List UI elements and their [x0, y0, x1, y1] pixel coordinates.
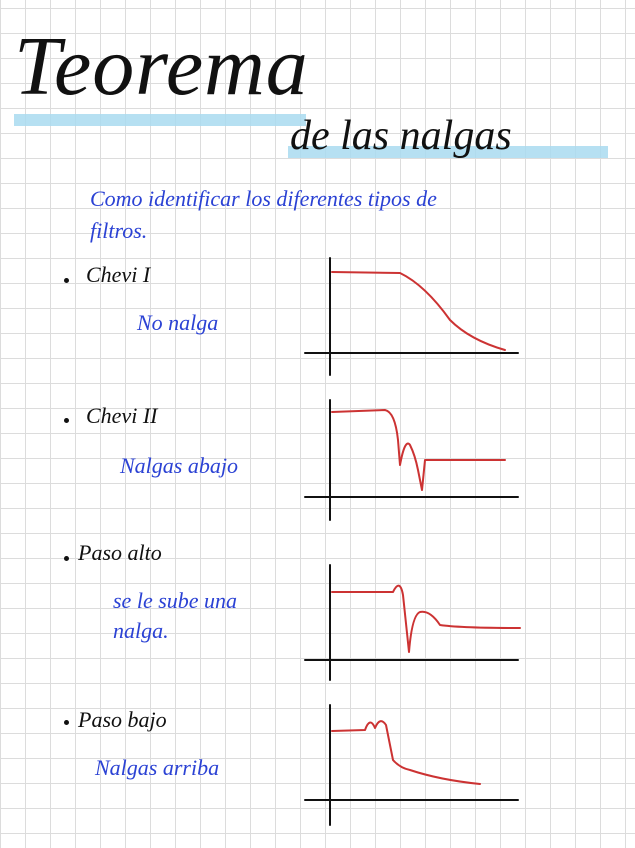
axes [304, 257, 519, 826]
axis [304, 399, 519, 521]
item-label: Chevi II [86, 403, 158, 428]
axis [304, 257, 519, 376]
item-note: Nalgas arriba [95, 755, 220, 780]
curves [331, 271, 521, 785]
bullet [64, 720, 69, 725]
item-note: No nalga [137, 310, 219, 335]
bullet [64, 556, 69, 561]
curve [331, 584, 521, 653]
item-note: se le sube una [113, 588, 238, 613]
bullet [64, 418, 69, 423]
highlight [14, 114, 306, 126]
curve [331, 409, 506, 491]
item-label: Paso bajo [78, 707, 167, 732]
axis [304, 704, 519, 826]
bullet [64, 278, 69, 283]
axis [304, 564, 519, 681]
item-label: Paso alto [78, 540, 162, 565]
subtitle: de las nalgas [290, 113, 512, 159]
highlight [288, 146, 608, 158]
intro: filtros. [90, 218, 148, 243]
item-note: Nalgas abajo [120, 453, 238, 478]
intro: Como identificar los diferentes tipos de [90, 186, 437, 211]
item-note: nalga. [113, 618, 169, 643]
title: Teorema [14, 20, 309, 113]
curve [331, 720, 481, 785]
item-label: Chevi I [86, 262, 151, 287]
curve [331, 271, 506, 351]
